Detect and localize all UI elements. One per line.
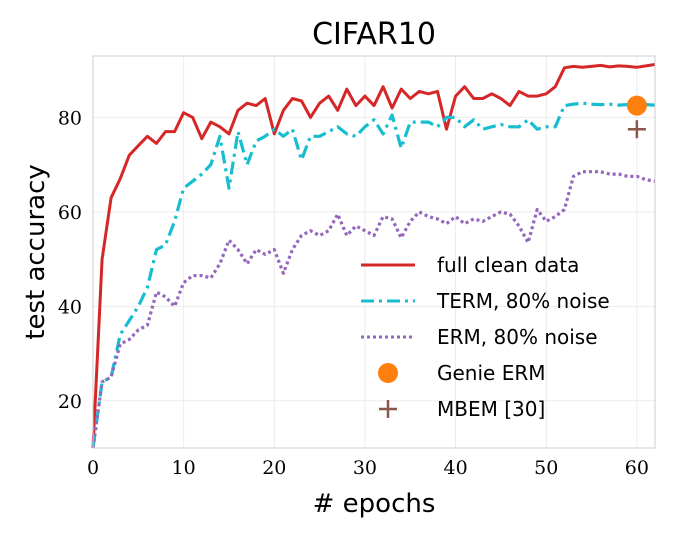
legend-item: full clean data [361, 253, 579, 277]
mbem-marker [627, 120, 646, 139]
x-axis-label: # epochs [313, 489, 436, 519]
y-ticks: 20 40 60 80 [58, 107, 82, 412]
x-tick-label: 0 [87, 457, 99, 479]
legend-item: MBEM [30] [379, 397, 545, 421]
x-tick-label: 20 [262, 457, 286, 479]
legend-label: MBEM [30] [437, 397, 545, 421]
genie-erm-marker [626, 95, 647, 116]
grid [92, 56, 655, 448]
plot-frame [92, 55, 656, 449]
full-clean-data-line [91, 63, 656, 449]
x-tick-label: 30 [353, 457, 377, 479]
legend-label: Genie ERM [437, 361, 546, 385]
legend-swatch [379, 400, 397, 418]
chart-title: CIFAR10 [312, 17, 436, 52]
legend-label: ERM, 80% noise [437, 325, 598, 349]
y-tick-label: 80 [58, 107, 82, 129]
x-tick-label: 40 [443, 457, 467, 479]
legend: full clean data TERM, 80% noise ERM, 80% n… [361, 253, 610, 421]
y-tick-label: 20 [58, 391, 82, 413]
erm-80-noise-line [91, 170, 656, 449]
legend-item: TERM, 80% noise [361, 289, 610, 313]
legend-swatch [378, 363, 398, 383]
legend-item: Genie ERM [378, 361, 546, 385]
y-tick-label: 40 [58, 296, 82, 318]
legend-label: TERM, 80% noise [436, 289, 610, 313]
term-80-noise-line [91, 101, 656, 449]
x-ticks: 0 10 20 30 40 50 60 [87, 457, 649, 479]
x-tick-label: 10 [172, 457, 196, 479]
y-axis-label: test accuracy [21, 164, 51, 340]
x-tick-label: 50 [534, 457, 558, 479]
y-tick-label: 60 [58, 202, 82, 224]
legend-item: ERM, 80% noise [361, 325, 598, 349]
x-tick-label: 60 [625, 457, 649, 479]
series-layer [91, 63, 656, 449]
legend-label: full clean data [437, 253, 579, 277]
